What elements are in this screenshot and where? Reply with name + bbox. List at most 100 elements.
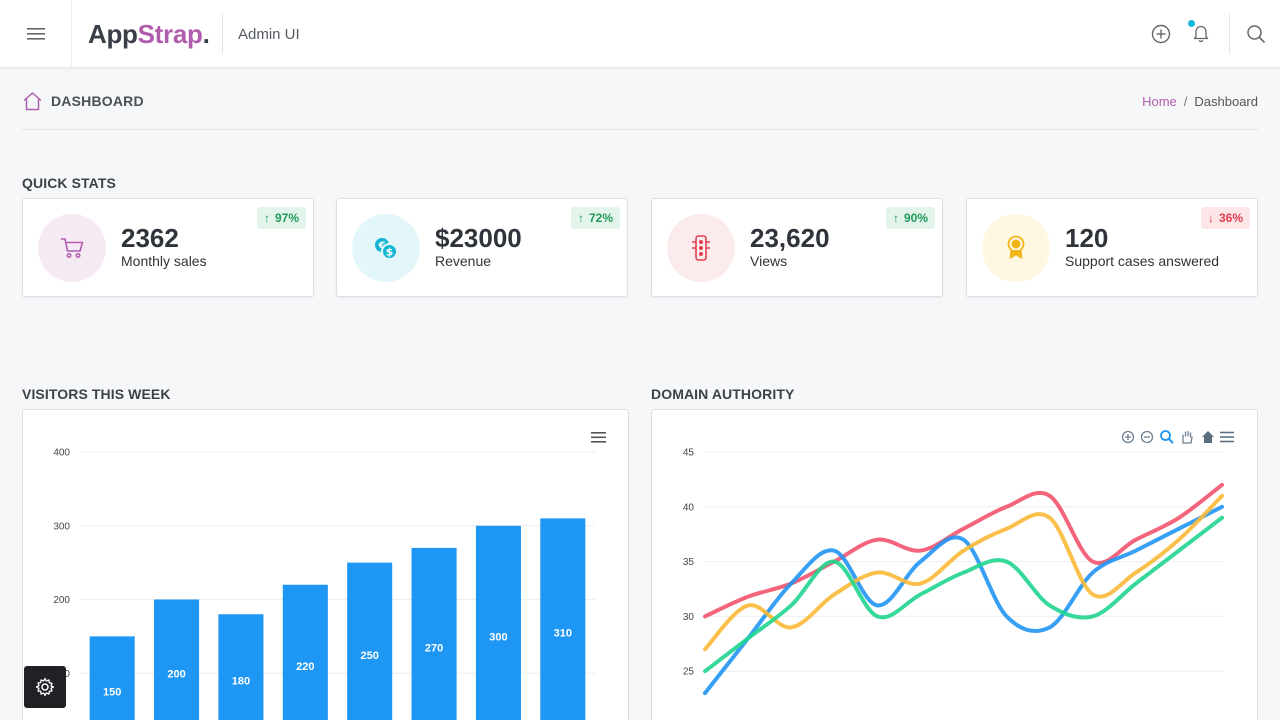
- y-tick-label: 25: [683, 667, 695, 678]
- menu-bar: [1220, 436, 1234, 438]
- notification-indicator: [1188, 20, 1195, 27]
- bar-data-label: 250: [361, 650, 379, 662]
- home-icon: [23, 92, 42, 111]
- bar-data-label: 200: [167, 668, 185, 680]
- menu-icon[interactable]: [1220, 431, 1234, 443]
- stat-value: 2362: [121, 223, 179, 253]
- bar[interactable]: [282, 584, 328, 720]
- bar[interactable]: [347, 562, 393, 720]
- menu-bar: [591, 441, 606, 443]
- settings-button[interactable]: [24, 666, 66, 708]
- selection-zoom-icon[interactable]: [1160, 430, 1174, 444]
- arrow-down-icon: ↓: [1207, 211, 1214, 225]
- bar-data-label: 300: [489, 631, 507, 643]
- stat-value: $23000: [435, 223, 522, 253]
- domain-authority-line-chart: 25 30 35 40 45: [683, 430, 1234, 696]
- chart-menu-icon[interactable]: [591, 432, 606, 443]
- add-button[interactable]: [1149, 22, 1173, 46]
- domain-authority-chart-panel: 25 30 35 40 45: [651, 409, 1258, 720]
- icon-ring: [1140, 430, 1154, 444]
- breadcrumb-current: Dashboard: [1194, 94, 1258, 109]
- reset-home-icon[interactable]: [1202, 431, 1214, 443]
- visitors-bar-chart: 0100200300400150200180220250270300310: [53, 432, 606, 720]
- bar[interactable]: [218, 614, 264, 720]
- zoom-in-icon[interactable]: [1121, 430, 1135, 444]
- icon-stroke: [1168, 438, 1174, 444]
- y-tick-label: 35: [683, 557, 695, 568]
- breadcrumb-home-link[interactable]: Home: [1142, 94, 1177, 109]
- stat-card-support: 120 Support cases answered ↓ 36%: [966, 198, 1258, 297]
- y-tick-label: 30: [683, 612, 695, 623]
- icon-shape: [1202, 431, 1214, 443]
- stat-change-badge: ↑ 97%: [256, 207, 306, 229]
- icon-ring: [1121, 430, 1135, 444]
- bar-data-label: 150: [103, 687, 121, 699]
- stat-label: Revenue: [435, 253, 492, 269]
- series-line[interactable]: [703, 493, 1224, 652]
- stat-value: 120: [1065, 223, 1109, 253]
- arrow-up-icon: ↑: [263, 211, 270, 225]
- top-navbar: AppStrap. Admin UI: [0, 0, 1280, 68]
- traffic-light-icon: [692, 235, 710, 261]
- brand-logo[interactable]: AppStrap.: [88, 19, 210, 49]
- stat-value: 23,620: [750, 223, 830, 253]
- y-tick-label: 400: [53, 448, 70, 459]
- menu-bar: [1220, 431, 1234, 434]
- bar[interactable]: [475, 525, 521, 720]
- zoom-out-icon[interactable]: [1140, 430, 1154, 444]
- gear-icon: [35, 677, 55, 697]
- sidebar-toggle-button[interactable]: [0, 0, 72, 68]
- y-tick-label: 300: [53, 521, 70, 532]
- stat-card-sales: 2362 Monthly sales ↑ 97%: [22, 198, 314, 297]
- stat-change-badge: ↑ 90%: [885, 207, 935, 229]
- series-line[interactable]: [703, 504, 1224, 696]
- stat-icon-circle: [38, 214, 106, 282]
- stat-label: Support cases answered: [1065, 253, 1220, 269]
- menu-bar: [591, 436, 606, 439]
- arrow-up-icon: ↑: [892, 211, 899, 225]
- plus-circle-icon: [1151, 24, 1171, 44]
- stat-label: Monthly sales: [121, 253, 207, 269]
- cart-icon: [61, 238, 84, 259]
- page-title: DASHBOARD: [51, 93, 144, 109]
- svg-text:$: $: [386, 245, 394, 258]
- search-button[interactable]: [1244, 22, 1268, 46]
- visitors-heading: VISITORS THIS WEEK: [22, 386, 171, 402]
- menu-bar: [591, 432, 606, 434]
- stat-icon-circle: € $: [352, 214, 420, 282]
- bar[interactable]: [411, 547, 457, 720]
- coins-icon: € $: [375, 238, 398, 260]
- svg-text:€: €: [378, 241, 386, 252]
- visitors-chart-panel: 0100200300400150200180220250270300310: [22, 409, 629, 720]
- breadcrumb: Home / Dashboard: [1142, 94, 1258, 109]
- icon-stroke: [1182, 430, 1193, 444]
- icon-ring: [1160, 430, 1171, 441]
- breadcrumb-separator: /: [1183, 94, 1188, 109]
- series-line[interactable]: [703, 515, 1224, 674]
- stat-change-badge: ↑ 72%: [570, 207, 620, 229]
- pan-icon[interactable]: [1182, 430, 1193, 444]
- bar-data-label: 180: [232, 676, 250, 688]
- bar-data-label: 220: [296, 661, 314, 673]
- bar[interactable]: [154, 599, 200, 720]
- app-subtitle: Admin UI: [238, 26, 300, 43]
- bell-icon: [1193, 25, 1209, 43]
- stat-card-revenue: € $ $23000 Revenue ↑ 72%: [336, 198, 628, 297]
- toolbar-divider: [1229, 14, 1230, 54]
- search-icon: [1247, 25, 1266, 44]
- bar[interactable]: [540, 518, 586, 720]
- stat-label: Views: [750, 253, 788, 269]
- stat-icon-circle: [982, 214, 1050, 282]
- bar[interactable]: [89, 636, 135, 720]
- bar-data-label: 310: [554, 628, 572, 640]
- stat-card-views: 23,620 Views ↑ 90%: [651, 198, 943, 297]
- domain-authority-heading: DOMAIN AUTHORITY: [651, 386, 795, 402]
- y-tick-label: 40: [683, 502, 695, 513]
- arrow-up-icon: ↑: [577, 211, 584, 225]
- award-icon: [1007, 235, 1025, 259]
- menu-bar: [1220, 440, 1234, 443]
- hamburger-menu-icon: [26, 28, 45, 40]
- page-header: DASHBOARD: [22, 88, 144, 114]
- notifications-button[interactable]: [1189, 22, 1213, 46]
- stat-icon-circle: [667, 214, 735, 282]
